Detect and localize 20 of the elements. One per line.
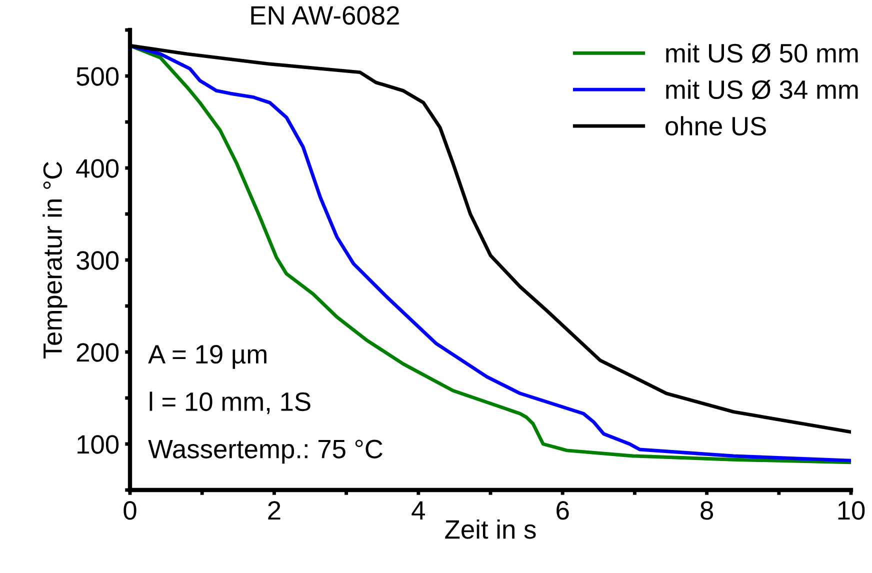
y-tick-label: 400: [76, 159, 119, 178]
chart-title: EN AW-6082: [251, 6, 399, 25]
y-tick-label: 100: [78, 435, 119, 454]
annotation: A = 19 µm: [148, 344, 266, 369]
y-tick-label: 500: [76, 67, 119, 86]
legend-label: ohne US: [666, 116, 766, 136]
x-tick-label: 8: [700, 501, 713, 520]
x-tick-label: 0: [124, 501, 136, 520]
y-tick-label: 200: [76, 343, 119, 362]
x-axis-title: Zeit in s: [445, 519, 536, 539]
x-tick-label: 10: [838, 501, 865, 520]
legend-label: mit US Ø 34 mm: [666, 80, 858, 100]
y-tick-label: 300: [76, 251, 119, 270]
annotation: l = 10 mm, 1S: [150, 392, 310, 414]
annotation: Wassertemp.: 75 °C: [148, 440, 382, 464]
y-axis-title: Temperatur in °C: [42, 162, 68, 359]
x-tick-label: 2: [268, 501, 280, 520]
x-tick-label: 6: [556, 501, 569, 520]
x-tick-label: 4: [412, 501, 425, 520]
legend-label: mit US Ø 50 mm: [666, 43, 858, 64]
